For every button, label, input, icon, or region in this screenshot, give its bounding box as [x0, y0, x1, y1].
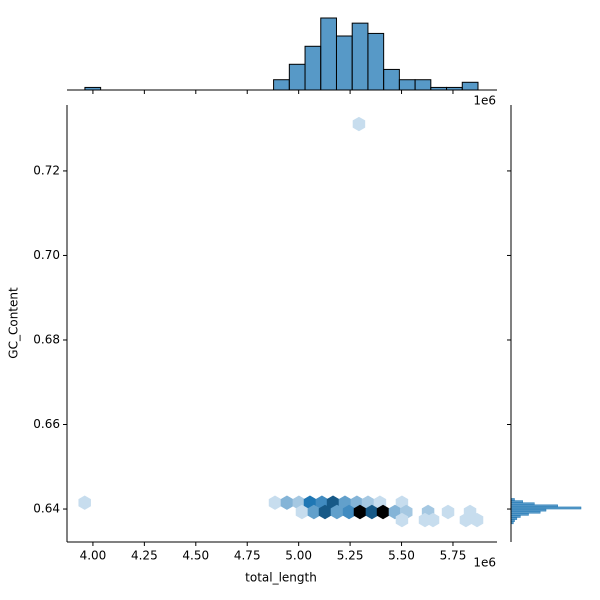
marginal-x-offset-label: 1e6	[473, 94, 496, 108]
hexbin	[365, 504, 379, 520]
y-tick-label: 0.70	[33, 248, 60, 262]
histogram-bar	[510, 506, 582, 510]
hexbin	[426, 512, 440, 528]
y-tick-label: 0.72	[33, 163, 60, 177]
histogram-bar	[510, 500, 523, 503]
hexbin	[395, 512, 409, 528]
x-tick-label: 4.50	[182, 549, 209, 563]
histogram-bar	[510, 498, 515, 501]
hexbin	[307, 504, 321, 520]
hexbin	[280, 495, 294, 510]
x-tick-label: 5.00	[285, 549, 312, 563]
hexbin	[352, 116, 366, 132]
x-tick-label: 5.25	[337, 549, 364, 563]
hexbin	[78, 495, 91, 510]
histogram-bar	[304, 45, 322, 91]
histogram-bar	[510, 510, 541, 514]
histogram-bar	[510, 504, 558, 508]
histogram-bar	[367, 32, 385, 91]
histogram-bar	[383, 68, 400, 91]
x-tick-label: 4.25	[131, 549, 158, 563]
x-offset-label: 1e6	[473, 556, 496, 570]
histogram-bar	[288, 63, 306, 91]
histogram-bar	[398, 79, 416, 91]
x-tick-label: 4.00	[80, 549, 107, 563]
y-tick-label: 0.66	[33, 417, 60, 431]
hexbin	[268, 495, 282, 510]
histogram-bar	[320, 17, 337, 91]
y-axis-label: GC_Content	[7, 287, 21, 359]
x-tick-label: 4.75	[234, 549, 261, 563]
x-tick-label: 5.75	[440, 549, 467, 563]
histogram-bar	[351, 22, 369, 91]
histogram-bar	[510, 513, 529, 516]
histogram-bar	[414, 79, 432, 91]
histogram-bar	[461, 81, 479, 91]
histogram-bar	[510, 502, 535, 506]
hexbin	[463, 504, 477, 520]
hexbin	[353, 504, 367, 520]
hexbin	[295, 504, 309, 520]
hexbin	[330, 504, 344, 520]
hexbin	[318, 504, 332, 520]
histogram-bar	[510, 508, 547, 512]
x-axis-label: total_length	[245, 571, 317, 585]
histogram-bar	[510, 519, 515, 522]
histogram-bar	[510, 515, 521, 518]
hexbin	[376, 504, 390, 520]
x-tick-label: 5.50	[388, 549, 415, 563]
y-tick-label: 0.68	[33, 332, 60, 346]
y-tick-label: 0.64	[33, 502, 60, 516]
histogram-bar	[510, 517, 518, 520]
hexbin	[342, 504, 356, 520]
histogram-bar	[335, 35, 353, 91]
hexbin	[441, 504, 455, 520]
histogram-bar	[273, 79, 290, 91]
